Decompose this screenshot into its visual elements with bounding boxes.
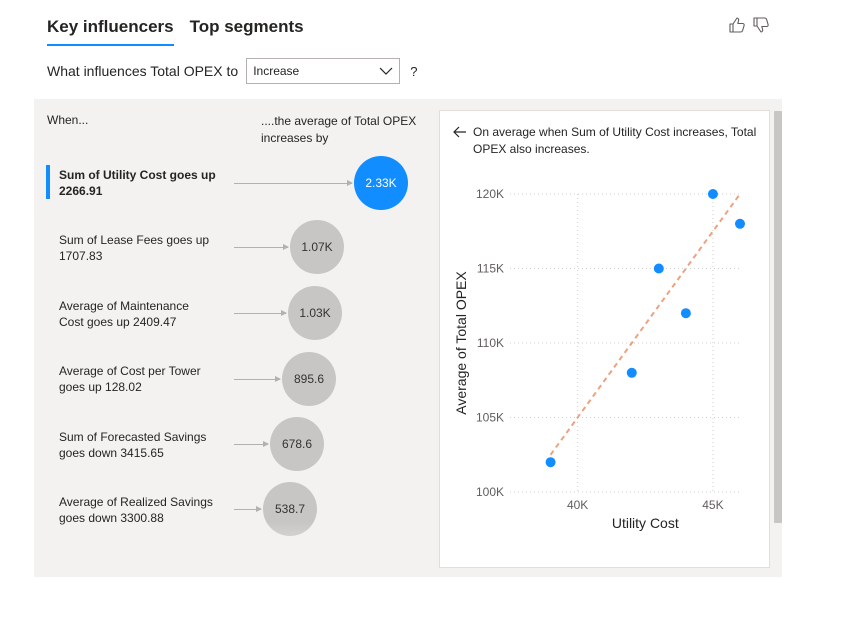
thumbs-down-icon[interactable]	[752, 16, 770, 34]
influencer-label-line1: Sum of Utility Cost goes up	[59, 168, 216, 182]
influencer-label-line1: Average of Maintenance	[59, 299, 189, 313]
influencer-label-line1: Average of Realized Savings	[59, 495, 213, 509]
influencer-label: Sum of Lease Fees goes up 1707.83	[59, 232, 224, 264]
influencer-label-line2: 1707.83	[59, 249, 103, 263]
influencer-arrow	[234, 441, 269, 447]
x-axis-title: Utility Cost	[612, 515, 679, 531]
influencer-label-line2: goes up 128.02	[59, 380, 142, 394]
column-header-average: ....the average of Total OPEX increases …	[261, 114, 417, 145]
column-header-when: When...	[47, 113, 89, 127]
influencer-label: Average of Maintenance Cost goes up 2409.…	[59, 298, 224, 330]
x-tick-label: 45K	[702, 498, 723, 512]
influencer-arrow	[234, 310, 287, 316]
influencer-arrow	[234, 244, 289, 250]
data-point	[707, 189, 718, 199]
scrollbar[interactable]	[774, 111, 782, 523]
influencer-label: Average of Realized Savings goes down 330…	[59, 494, 224, 526]
influencer-row[interactable]: Average of Maintenance Cost goes up 2409.…	[34, 286, 424, 356]
influence-bubble: 895.6	[282, 352, 336, 406]
influencer-row[interactable]: Average of Cost per Tower goes up 128.02 8…	[34, 352, 424, 421]
influencer-row[interactable]: Sum of Utility Cost goes up 2266.91 2.33K	[34, 156, 424, 225]
data-point	[735, 218, 745, 229]
data-point	[653, 263, 664, 274]
influencer-row[interactable]: Average of Realized Savings goes down 330…	[34, 482, 424, 552]
influencer-label-line2: Cost goes up 2409.47	[59, 315, 177, 329]
influence-bubble: 1.07K	[290, 220, 344, 274]
detail-panel: On average when Sum of Utility Cost incr…	[439, 110, 770, 568]
feedback-buttons	[728, 16, 770, 34]
influencer-label-line1: Sum of Forecasted Savings	[59, 430, 207, 444]
y-tick-label: 110K	[477, 336, 504, 350]
influence-bubble: 678.6	[270, 417, 324, 471]
influencer-label-line2: goes down 3415.65	[59, 446, 164, 460]
data-point	[680, 308, 691, 319]
influencer-row[interactable]: Sum of Forecasted Savings goes down 3415.…	[34, 417, 424, 487]
influence-bubble: 2.33K	[354, 156, 408, 210]
influencer-arrow	[234, 180, 353, 186]
thumbs-up-icon[interactable]	[728, 16, 746, 34]
y-tick-label: 120K	[476, 187, 504, 201]
influencer-row[interactable]: Sum of Lease Fees goes up 1707.83 1.07K	[34, 220, 424, 290]
scatter-chart: 100K 105K 110K 115K 120K 40K 45K Utility Cost Av…	[453, 187, 745, 531]
data-point	[545, 457, 556, 468]
influence-bubble: 1.03K	[288, 286, 342, 340]
influencer-label: Sum of Forecasted Savings goes down 3415.…	[59, 429, 224, 461]
selected-indicator	[46, 165, 50, 199]
influencer-label-line1: Average of Cost per Tower	[59, 364, 201, 378]
outcome-dropdown[interactable]: Increase	[246, 58, 401, 84]
y-tick-label: 105K	[476, 411, 504, 425]
influencer-arrow	[234, 506, 262, 512]
detail-description: On average when Sum of Utility Cost incr…	[473, 125, 757, 156]
back-arrow-icon[interactable]	[452, 125, 468, 139]
tab-bar: Key influencers Top segments	[47, 17, 304, 46]
y-tick-label: 115K	[477, 262, 504, 276]
influence-bubble: 538.7	[263, 482, 317, 536]
data-point	[626, 367, 637, 378]
influencer-label: Sum of Utility Cost goes up 2266.91	[59, 167, 224, 199]
question-row: What influences Total OPEX to Increase ?	[47, 57, 417, 85]
chevron-down-icon	[379, 67, 393, 75]
influencer-label: Average of Cost per Tower goes up 128.02	[59, 363, 224, 395]
tab-key-influencers[interactable]: Key influencers	[47, 17, 174, 46]
y-tick-label: 100K	[476, 485, 504, 499]
help-icon[interactable]: ?	[410, 63, 418, 79]
influencer-label-line1: Sum of Lease Fees goes up	[59, 233, 210, 247]
influencer-label-line2: 2266.91	[59, 184, 103, 198]
question-label: What influences Total OPEX to	[47, 63, 239, 79]
tab-top-segments[interactable]: Top segments	[189, 17, 304, 36]
influencer-label-line2: goes down 3300.88	[59, 511, 164, 525]
trend-line	[549, 193, 741, 456]
influencer-arrow	[234, 376, 281, 382]
dropdown-value: Increase	[253, 64, 300, 78]
x-tick-label: 40K	[567, 498, 588, 512]
y-axis-title: Average of Total OPEX	[453, 271, 469, 415]
